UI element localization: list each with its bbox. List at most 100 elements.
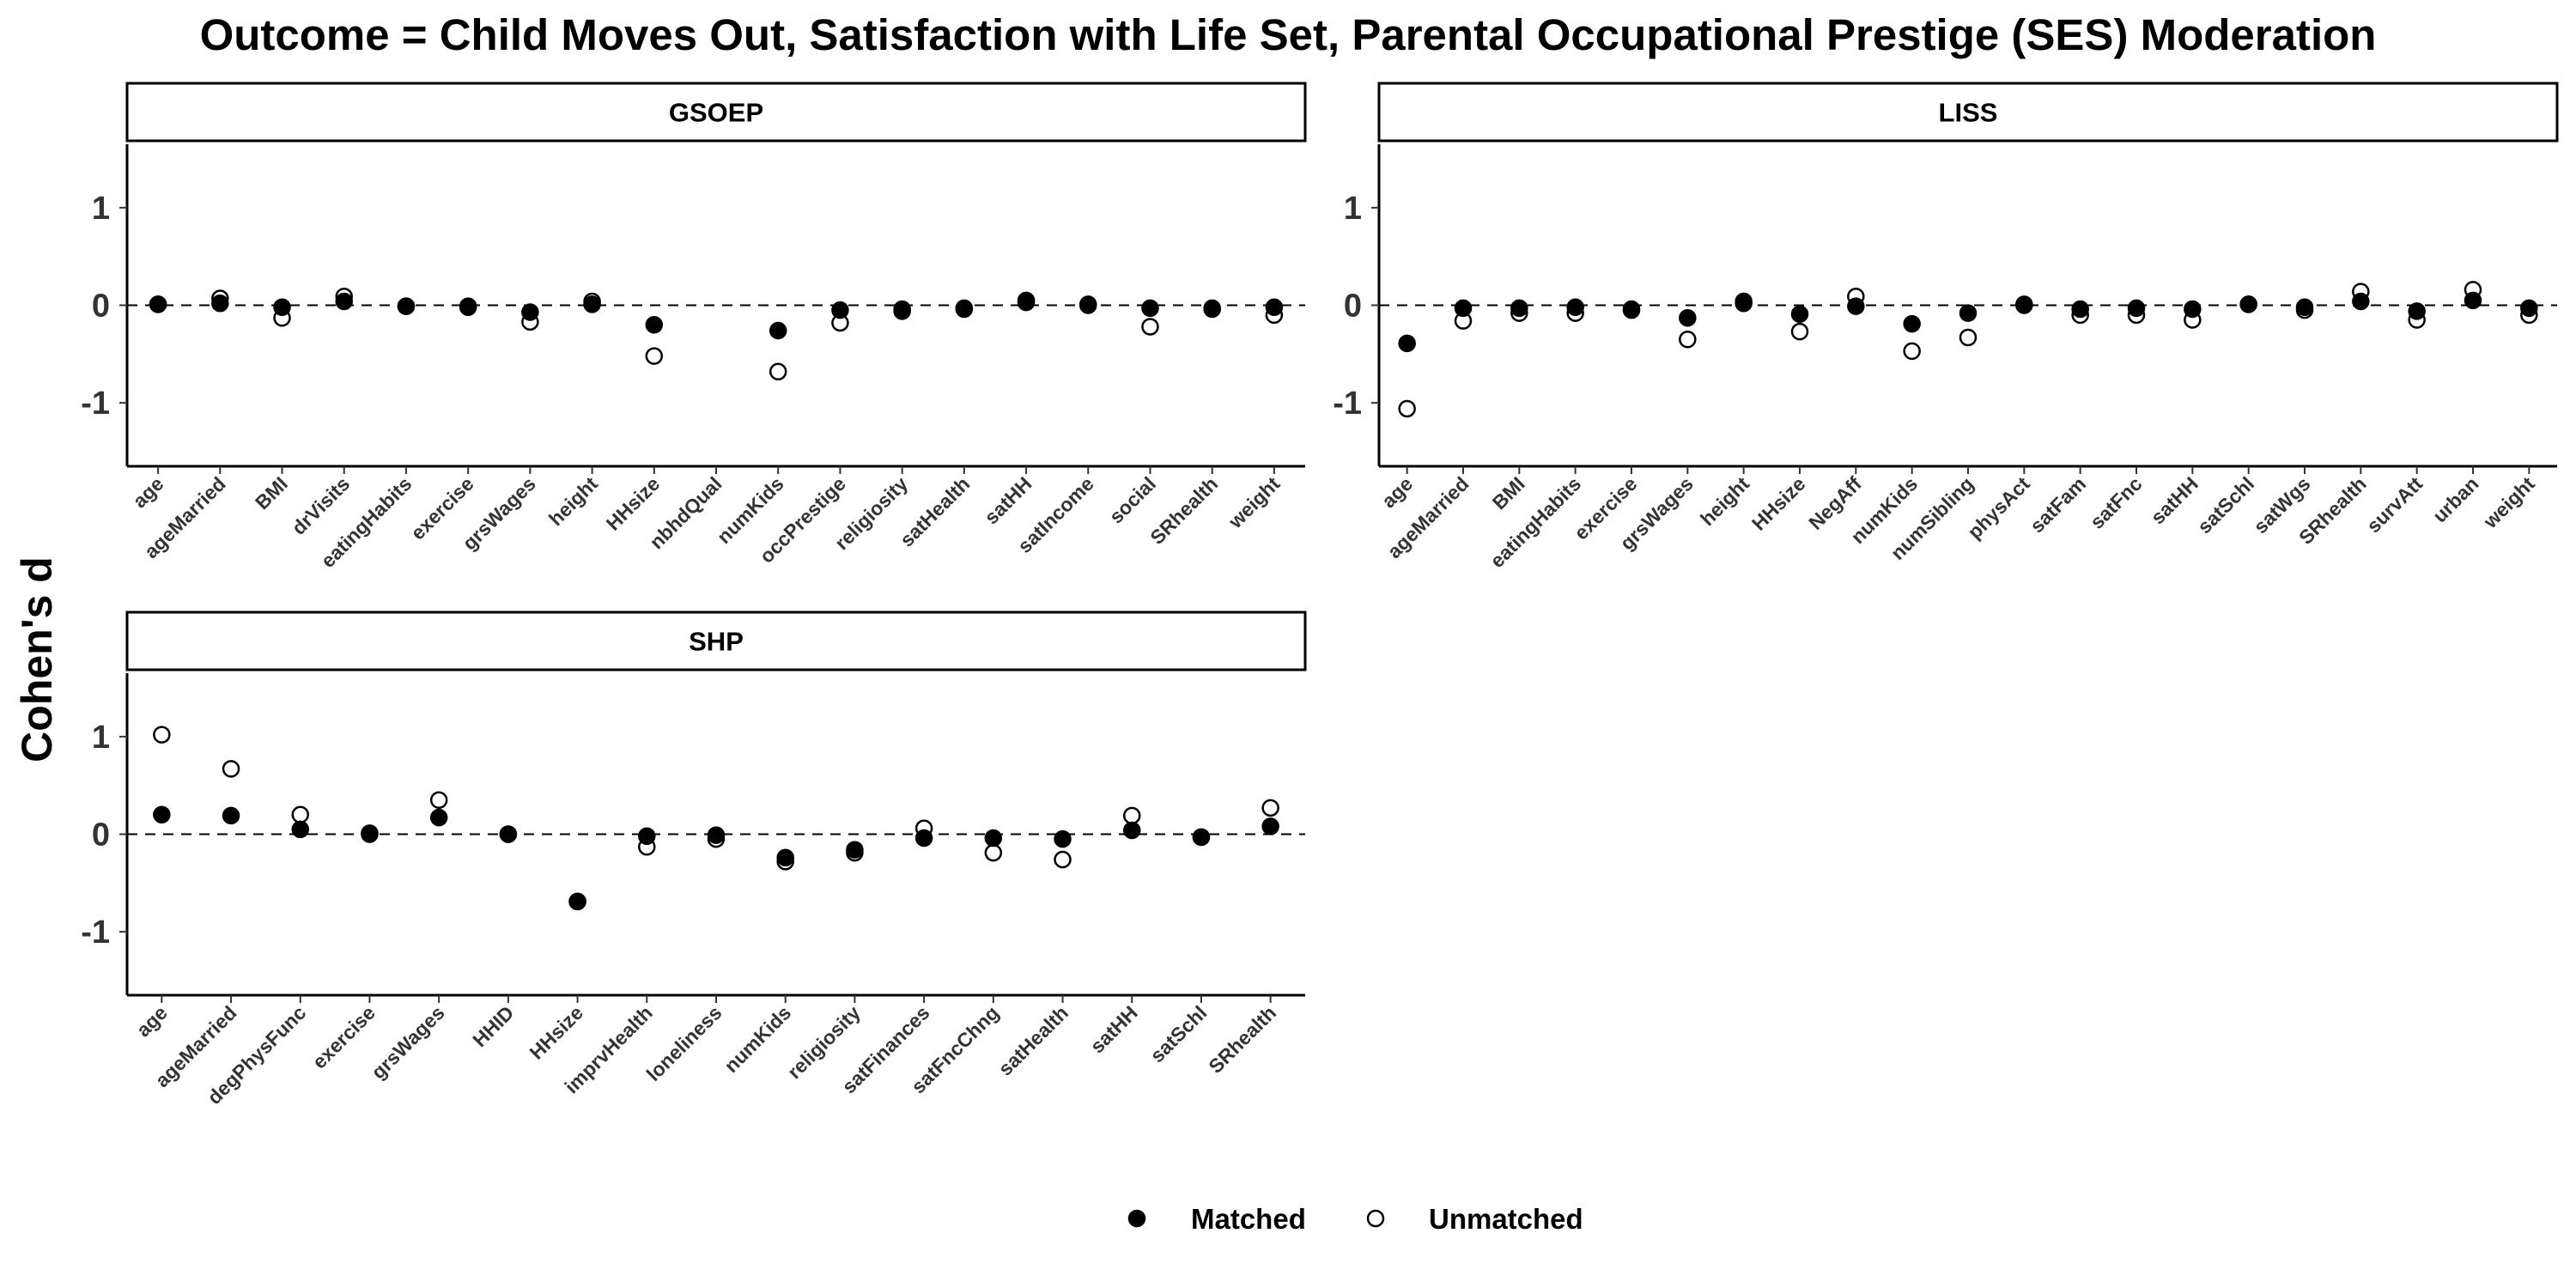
matched-point bbox=[149, 295, 167, 313]
matched-point bbox=[429, 808, 448, 827]
matched-point bbox=[707, 826, 726, 844]
matched-point bbox=[2239, 295, 2257, 313]
x-tick-label: age bbox=[128, 472, 167, 512]
matched-point bbox=[1398, 334, 1416, 353]
unmatched-point bbox=[1398, 399, 1416, 418]
matched-point bbox=[893, 300, 911, 319]
matched-point bbox=[583, 295, 601, 313]
matched-point bbox=[1017, 293, 1036, 312]
legend-matched-marker bbox=[1127, 1209, 1146, 1228]
x-tick-label: grsWages bbox=[367, 1001, 449, 1084]
x-tick-label: age bbox=[131, 1001, 171, 1041]
y-tick-label: 1 bbox=[1344, 191, 1362, 227]
x-tick-label: physAct bbox=[1963, 472, 2034, 544]
x-tick-label: weight bbox=[1224, 472, 1285, 533]
unmatched-point bbox=[1141, 318, 1159, 336]
x-tick-label: exercise bbox=[308, 1001, 380, 1073]
matched-point bbox=[2295, 298, 2314, 317]
x-tick-label: social bbox=[1105, 472, 1161, 528]
y-tick-label: -1 bbox=[1333, 386, 1362, 422]
matched-point bbox=[361, 825, 379, 843]
facet-strip-label: GSOEP bbox=[669, 98, 763, 128]
matched-point bbox=[776, 848, 794, 867]
matched-point bbox=[1265, 298, 1284, 317]
x-tick-label: age bbox=[1377, 472, 1417, 512]
matched-point bbox=[769, 321, 787, 340]
unmatched-point bbox=[645, 347, 664, 365]
matched-point bbox=[846, 841, 864, 859]
matched-point bbox=[2184, 300, 2202, 319]
unmatched-point bbox=[1790, 322, 1809, 341]
unmatched-point bbox=[291, 805, 310, 824]
matched-point bbox=[1192, 828, 1211, 847]
y-tick-label: -1 bbox=[81, 386, 110, 422]
x-tick-label: SRhealth bbox=[1204, 1001, 1280, 1078]
unmatched-point bbox=[1054, 850, 1072, 869]
y-tick-label: 0 bbox=[92, 289, 110, 325]
legend-unmatched-marker bbox=[1366, 1209, 1385, 1228]
x-tick-label: SRhealth bbox=[1145, 472, 1222, 549]
matched-point bbox=[638, 827, 656, 846]
matched-point bbox=[521, 303, 539, 321]
matched-point bbox=[568, 892, 586, 911]
matched-point bbox=[914, 829, 933, 848]
unmatched-point bbox=[1261, 799, 1279, 817]
matched-point bbox=[1959, 304, 1978, 322]
matched-point bbox=[1141, 299, 1159, 318]
y-tick-label: 0 bbox=[92, 817, 110, 854]
matched-point bbox=[459, 297, 477, 315]
legend-matched-label: Matched bbox=[1191, 1203, 1306, 1235]
matched-point bbox=[1566, 298, 1584, 317]
y-tick-label: -1 bbox=[81, 914, 110, 951]
x-tick-label: HHsize bbox=[602, 472, 665, 535]
x-tick-label: height bbox=[1696, 472, 1753, 530]
matched-point bbox=[1203, 299, 1221, 318]
facet-strip bbox=[125, 611, 1307, 671]
unmatched-point bbox=[1903, 342, 1921, 361]
x-tick-label: survAtt bbox=[2362, 472, 2427, 538]
facet-strip-label: LISS bbox=[1939, 98, 1998, 128]
facet-strip-label: SHP bbox=[689, 627, 744, 657]
x-tick-label: HHsize bbox=[526, 1001, 588, 1064]
unmatched-point bbox=[1679, 331, 1697, 349]
legend: Matched Unmatched bbox=[1127, 1203, 1583, 1235]
facet-strip bbox=[125, 82, 1307, 143]
matched-point bbox=[1903, 314, 1921, 333]
x-tick-label: BMI bbox=[1488, 472, 1529, 513]
matched-point bbox=[2015, 296, 2033, 314]
panel-shp: SHP10-1ageageMarrieddegPhysFuncexerciseg… bbox=[81, 611, 1307, 1109]
x-tick-label: loneliness bbox=[642, 1001, 726, 1085]
x-tick-label: satFnc bbox=[2086, 472, 2147, 533]
matched-point bbox=[1847, 297, 1865, 315]
matched-point bbox=[645, 315, 664, 334]
matched-point bbox=[1079, 295, 1097, 313]
facet-strip bbox=[1377, 82, 2559, 143]
x-tick-label: HHID bbox=[468, 1001, 518, 1051]
matched-point bbox=[499, 825, 518, 843]
x-tick-label: BMI bbox=[251, 472, 292, 513]
matched-point bbox=[335, 292, 353, 311]
matched-point bbox=[211, 294, 229, 313]
matched-point bbox=[2127, 299, 2146, 318]
x-tick-label: satFam bbox=[2026, 472, 2090, 537]
matched-point bbox=[1622, 300, 1641, 319]
matched-point bbox=[1454, 299, 1473, 318]
unmatched-point bbox=[1959, 328, 1978, 347]
x-tick-label: weight bbox=[2478, 472, 2539, 533]
matched-point bbox=[1510, 299, 1528, 318]
x-tick-label: satHH bbox=[980, 472, 1036, 528]
x-tick-label: satHealth bbox=[993, 1001, 1072, 1080]
unmatched-point bbox=[984, 843, 1003, 862]
matched-point bbox=[273, 298, 291, 317]
x-tick-label: satHH bbox=[1085, 1001, 1141, 1057]
unmatched-point bbox=[769, 362, 787, 381]
matched-point bbox=[222, 806, 240, 825]
matched-point bbox=[831, 301, 849, 319]
y-axis-label: Cohen's d bbox=[13, 556, 61, 762]
unmatched-point bbox=[429, 791, 448, 809]
x-tick-label: satSchl bbox=[1145, 1001, 1211, 1066]
legend-unmatched-label: Unmatched bbox=[1429, 1203, 1583, 1235]
